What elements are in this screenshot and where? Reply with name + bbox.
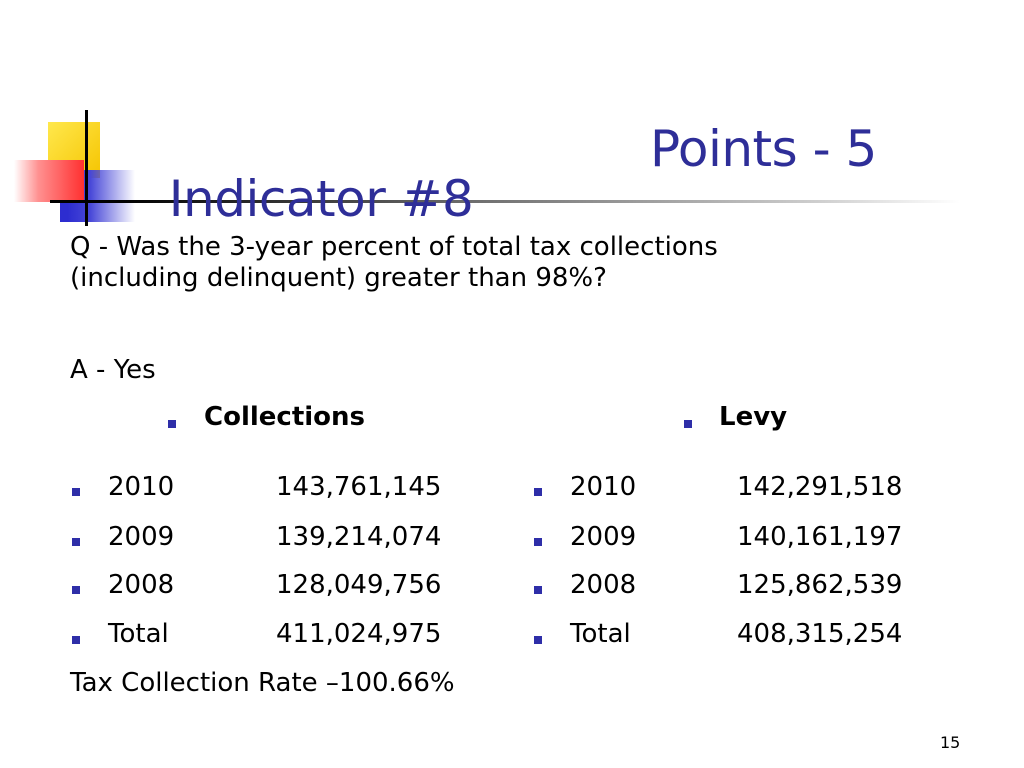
levy-amount: 142,291,518 [737,472,903,502]
red-gradient-shape [14,160,84,202]
indicator-title: Indicator #8 [168,170,474,228]
page-number: 15 [940,733,961,752]
vertical-rule [85,110,88,226]
answer-text: A - Yes [70,355,156,385]
bullet-icon [72,636,80,644]
bullet-icon [72,586,80,594]
bullet-icon [534,538,542,546]
bullet-icon [168,420,176,428]
collections-amount: 139,214,074 [276,522,442,552]
bullet-icon [684,420,692,428]
levy-heading: Levy [719,402,788,432]
question-text: Q - Was the 3-year percent of total tax … [70,232,718,294]
points-title: Points - 5 [650,120,877,178]
collections-heading: Collections [204,402,366,432]
levy-amount: 408,315,254 [737,619,903,649]
question-line-1: Q - Was the 3-year percent of total tax … [70,232,718,262]
levy-year: 2010 [570,472,637,502]
levy-amount: 140,161,197 [737,522,903,552]
collections-year: 2010 [108,472,175,502]
levy-year: Total [570,619,631,649]
bullet-icon [72,538,80,546]
collections-amount: 411,024,975 [276,619,442,649]
levy-amount: 125,862,539 [737,570,903,600]
levy-year: 2008 [570,570,637,600]
bullet-icon [534,636,542,644]
collections-year: Total [108,619,169,649]
collections-year: 2008 [108,570,175,600]
levy-year: 2009 [570,522,637,552]
bullet-icon [534,586,542,594]
tax-collection-rate: Tax Collection Rate –100.66% [70,668,455,698]
collections-amount: 143,761,145 [276,472,442,502]
question-line-2: (including delinquent) greater than 98%? [70,263,607,294]
bullet-icon [72,488,80,496]
title-underline [50,200,960,203]
collections-year: 2009 [108,522,175,552]
bullet-icon [534,488,542,496]
decorative-corner-graphic [0,0,160,240]
collections-amount: 128,049,756 [276,570,442,600]
slide-title: Indicator #8 Points - 5 [138,124,878,274]
